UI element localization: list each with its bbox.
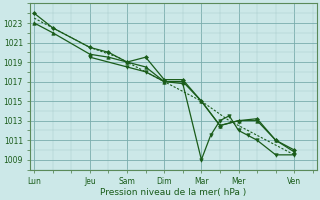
X-axis label: Pression niveau de la mer( hPa ): Pression niveau de la mer( hPa )	[100, 188, 247, 197]
